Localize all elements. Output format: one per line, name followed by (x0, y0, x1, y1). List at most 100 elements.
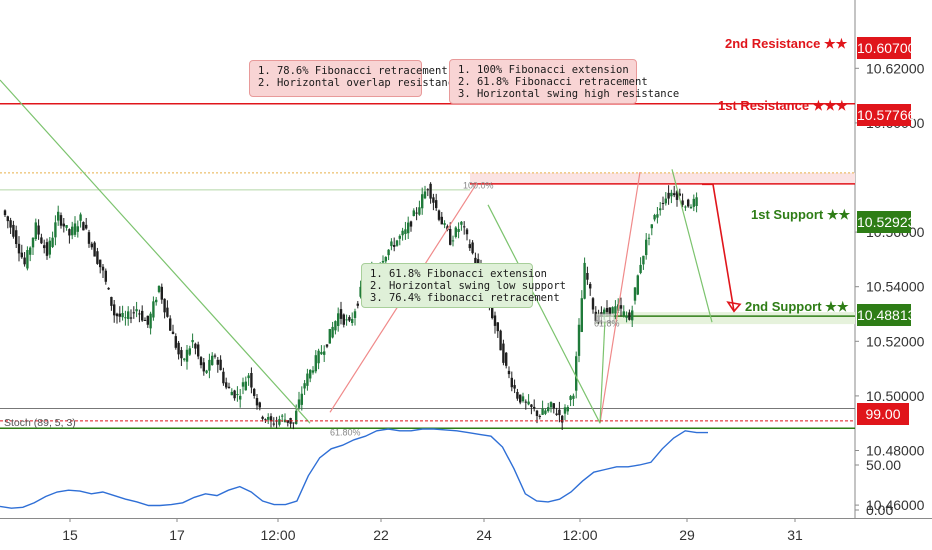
candle-body (323, 351, 326, 355)
candle-body (297, 399, 301, 408)
candle-body (295, 410, 298, 424)
candle-body (432, 197, 435, 203)
candle-body (468, 244, 471, 249)
projection-arrow-line (702, 183, 735, 312)
stoch-axis-tick: 0.00 (866, 502, 893, 518)
candle-body (664, 198, 667, 204)
candle-body (300, 393, 303, 405)
candle-body (443, 223, 446, 225)
candle-body (429, 183, 432, 199)
candle-body (171, 331, 175, 335)
candle-body (521, 396, 525, 402)
stoch-axis-tick: 50.00 (866, 457, 901, 473)
candle-body (401, 230, 404, 236)
candle-body (628, 312, 631, 320)
fib-leg-red-up-2 (599, 171, 641, 424)
candle-body (113, 304, 116, 316)
time-axis-tick: 31 (787, 527, 803, 543)
price-axis-tick: 10.48000 (866, 443, 925, 459)
candle-body (381, 260, 385, 263)
candle-body (692, 198, 695, 207)
candle-body (216, 359, 219, 365)
candle-body (435, 200, 438, 209)
candle-body (17, 243, 21, 254)
candle-body (580, 298, 583, 332)
candles (3, 182, 698, 431)
candle-body (687, 199, 690, 207)
candle-body (516, 391, 519, 399)
candle-body (507, 370, 511, 375)
candle-body (132, 312, 135, 314)
candle-body (253, 388, 256, 396)
annotation-second-resistance-reasons: 1. 78.6% Fibonacci retracement 2. Horizo… (249, 60, 460, 97)
candle-body (59, 215, 63, 226)
candle-body (169, 318, 172, 331)
candle-body (65, 225, 68, 228)
candle-body (101, 266, 105, 271)
candle-body (527, 401, 530, 405)
candle-body (76, 226, 79, 232)
candle-body (118, 313, 121, 317)
candle-body (15, 230, 18, 245)
candle-body (678, 193, 681, 196)
candle-body (541, 408, 544, 415)
second-resistance-label: 2nd Resistance ★★ (725, 36, 848, 51)
candle-body (163, 298, 166, 313)
projection-arrow-head (726, 301, 742, 313)
candle-body (575, 356, 578, 391)
candle-body (241, 382, 245, 387)
candle-body (309, 369, 312, 379)
candle-body (37, 225, 40, 235)
annotation-first-resistance-reasons: 1. 100% Fibonacci extension 2. 61.8% Fib… (449, 59, 679, 104)
candle-body (188, 348, 191, 355)
candle-body (695, 197, 698, 207)
price-axis-tick: 10.54000 (866, 279, 925, 295)
candle-body (474, 257, 477, 265)
candle-body (407, 222, 410, 234)
first-resistance-price-tag: 10.57766 (857, 104, 915, 126)
candle-body (454, 227, 457, 237)
candle-body (440, 216, 443, 225)
candle-body (160, 286, 163, 300)
candle-body (533, 406, 536, 409)
candle-body (457, 228, 460, 232)
candle-body (205, 370, 208, 373)
candle-body (43, 245, 46, 249)
stoch-series-line (0, 428, 708, 509)
candle-body (639, 264, 642, 273)
fib-label-100: 100.0% (463, 180, 494, 190)
candle-body (561, 415, 564, 423)
candle-body (656, 214, 659, 218)
candle-body (115, 313, 119, 317)
candle-body (387, 249, 390, 256)
candle-body (129, 317, 133, 319)
candle-body (555, 413, 558, 415)
candle-body (233, 390, 236, 399)
candle-body (449, 228, 452, 245)
fib-leg-green-down-3 (671, 169, 713, 323)
fib-leg-green-down (0, 79, 311, 424)
candle-body (87, 232, 91, 244)
candle-body (135, 309, 138, 312)
candle-body (311, 370, 315, 373)
candle-body (247, 375, 250, 379)
candle-body (384, 256, 387, 262)
candle-body (121, 312, 124, 318)
candle-body (99, 259, 102, 268)
stoch-overbought-tag: 99.00 (857, 403, 909, 425)
candle-body (191, 339, 194, 343)
candle-body (684, 206, 687, 208)
candle-body (185, 349, 189, 362)
candle-body (155, 299, 158, 303)
time-axis-tick: 29 (679, 527, 695, 543)
candle-body (93, 242, 96, 257)
candle-body (510, 377, 513, 388)
candle-body (239, 395, 242, 400)
candle-body (227, 386, 231, 389)
candle-body (34, 222, 37, 240)
candle-body (62, 223, 65, 227)
candle-body (211, 355, 214, 366)
candle-body (645, 239, 648, 256)
candle-body (572, 395, 575, 399)
